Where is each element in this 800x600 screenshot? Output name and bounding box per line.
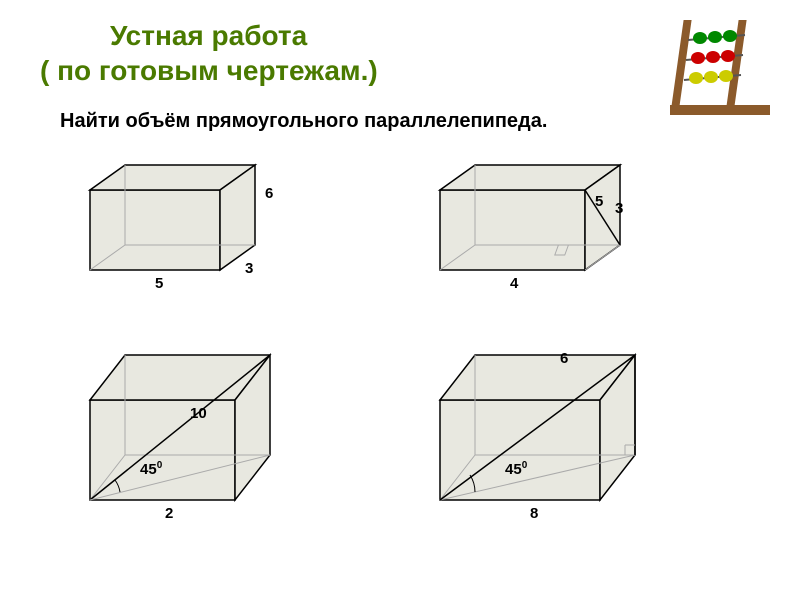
title-line1: Устная работа	[110, 20, 307, 52]
box4-top: 6	[560, 350, 568, 367]
abacus-icon	[670, 10, 770, 130]
box3	[70, 340, 290, 520]
box3-width: 2	[165, 505, 173, 522]
box1-depth: 3	[245, 260, 253, 277]
box1	[70, 150, 270, 290]
box2-diag: 5	[595, 193, 603, 210]
box1-width: 5	[155, 275, 163, 292]
box3-diag: 10	[190, 405, 207, 422]
box2-depth: 3	[615, 200, 623, 217]
box4-angle: 450	[505, 460, 527, 478]
box3-angle: 450	[140, 460, 162, 478]
box1-height: 6	[265, 185, 273, 202]
box4	[420, 340, 660, 520]
title-line2: ( по готовым чертежам.)	[40, 55, 378, 87]
box2-width: 4	[510, 275, 518, 292]
subtitle: Найти объём прямоугольного параллелепипе…	[60, 110, 547, 133]
box4-width: 8	[530, 505, 538, 522]
box2	[420, 150, 640, 290]
